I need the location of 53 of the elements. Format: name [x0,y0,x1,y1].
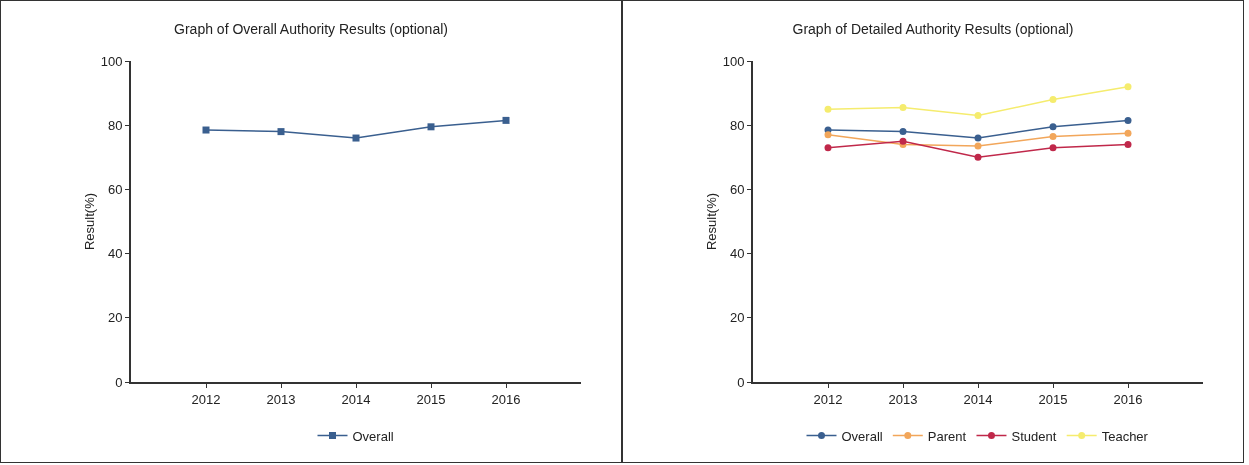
point [202,126,210,134]
point [427,123,435,131]
x-tick-label: 2015 [1038,391,1068,407]
point [899,128,907,136]
x-tick-label: 2013 [266,391,296,407]
x-tick-label: 2012 [813,391,843,407]
point [277,128,285,136]
legend-label: Overall [352,428,394,444]
legend-label: Parent [927,428,967,444]
y-tick-label: 100 [100,53,123,69]
y-tick-label: 60 [107,181,123,197]
legend-label: Overall [841,428,883,444]
y-tick-label: 0 [115,374,123,390]
x-tick-label: 2016 [1113,391,1143,407]
y-tick-label: 40 [107,246,123,262]
point [974,153,982,161]
y-axis-title: Result(%) [704,192,719,251]
point [824,105,832,113]
y-tick-label: 20 [729,310,745,326]
y-tick-label: 60 [729,181,745,197]
point [1124,116,1132,124]
x-tick-label: 2015 [416,391,446,407]
y-tick-label: 100 [722,53,745,69]
x-tick-label: 2014 [963,391,993,407]
point [352,134,360,142]
y-tick-label: 80 [729,117,745,133]
x-tick-label: 2014 [341,391,371,407]
point [824,131,832,139]
x-tick-label: 2016 [491,391,521,407]
y-axis-title: Result(%) [82,192,97,251]
point [1049,96,1057,104]
point [502,116,510,124]
point [824,144,832,152]
point [1049,144,1057,152]
point [1124,83,1132,91]
point [974,142,982,150]
point [1124,129,1132,137]
point [974,112,982,120]
x-tick-label: 2013 [888,391,918,407]
y-tick-label: 20 [107,310,123,326]
y-tick-label: 0 [737,374,745,390]
point [1049,132,1057,140]
x-tick-label: 2012 [191,391,221,407]
y-tick-label: 40 [729,246,745,262]
point [1049,123,1057,131]
y-tick-label: 80 [107,117,123,133]
legend-label: Student [1011,428,1057,444]
chart-title: Graph of Detailed Authority Results (optional) [792,20,1074,37]
point [1124,140,1132,148]
legend-label: Teacher [1101,428,1149,444]
chart-title: Graph of Overall Authority Results (optional) [174,20,448,37]
point [974,134,982,142]
point [899,104,907,112]
